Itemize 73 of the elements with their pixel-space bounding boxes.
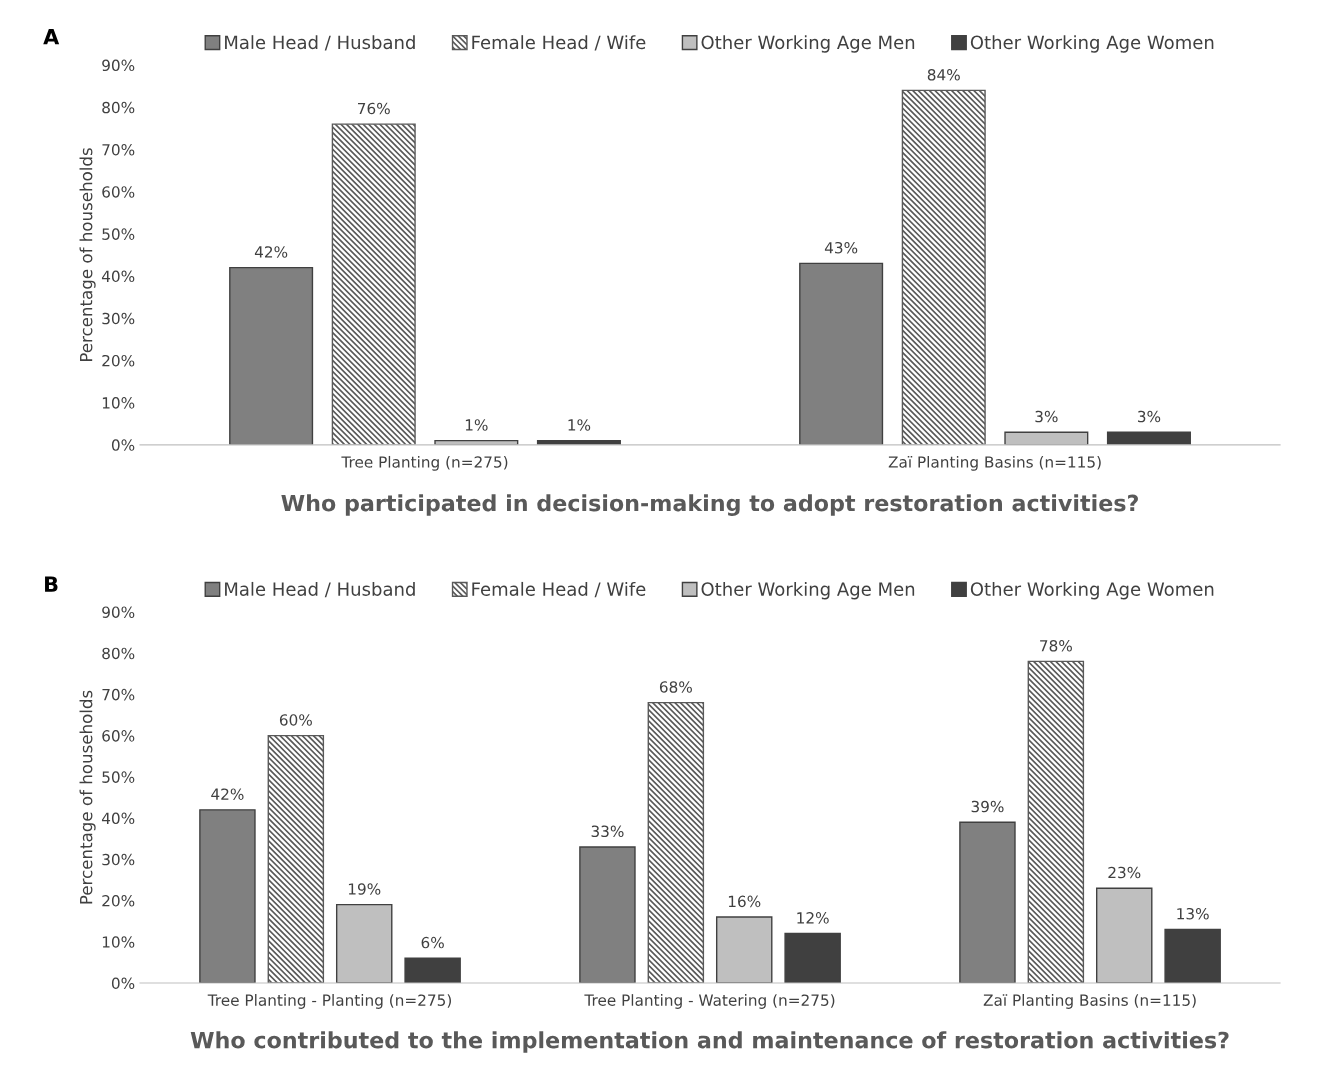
y-tick-label: 70% [102, 688, 135, 701]
bar [1164, 928, 1221, 984]
data-label: 33% [591, 825, 624, 838]
bar [404, 957, 461, 984]
data-label: 43% [824, 241, 858, 254]
data-label: 13% [1177, 907, 1209, 920]
x-tick-label: Tree Planting - Watering (n=275) [584, 994, 835, 1009]
data-label: 42% [254, 246, 288, 258]
text: Who contributed to the implementation and maintenance of restoration activities? [190, 1031, 1229, 1053]
y-tick-label: 80% [102, 101, 135, 114]
x-tick-label: Tree Planting - Planting (n=275) [207, 994, 451, 1009]
y-tick-label: 80% [102, 647, 135, 660]
legend-label: Other Working Age Men [701, 35, 915, 53]
data-label: 3% [1035, 410, 1058, 423]
y-tick-label: 20% [102, 895, 135, 907]
data-label: 39% [971, 800, 1004, 813]
bar [799, 262, 884, 445]
data-label: 60% [279, 714, 312, 726]
bar [901, 89, 986, 445]
legend-label: Male Head / Husband [225, 35, 415, 51]
y-tick-label: 60% [102, 730, 135, 742]
bar [959, 821, 1016, 984]
legend-label: Female Head / Wife [472, 581, 646, 598]
y-tick-label: 10% [102, 397, 135, 409]
y-tick-label: 30% [102, 312, 135, 325]
data-label: 1% [465, 419, 488, 431]
bar [199, 809, 256, 984]
text: B [45, 576, 58, 592]
y-tick-label: 40% [101, 812, 135, 825]
y-tick-label: 40% [101, 270, 135, 283]
data-label: 3% [1137, 410, 1161, 423]
x-tick-label: Zaï Planting Basins (n=115) [983, 994, 1196, 1009]
data-label: 12% [797, 912, 829, 924]
bar [331, 123, 416, 445]
y-tick-label: 10% [102, 936, 135, 948]
x-tick-label: Tree Planting (n=275) [341, 455, 508, 471]
y-tick-label: 50% [102, 228, 135, 240]
bar [267, 734, 325, 984]
data-label: 76% [358, 102, 390, 115]
data-label: 19% [348, 883, 381, 895]
legend-label: Male Head / Husband [225, 581, 415, 598]
data-label: 84% [927, 68, 960, 81]
legend-label: Other Working Age Men [701, 581, 915, 600]
bar [1106, 431, 1191, 445]
y-tick-label: 70% [102, 143, 135, 156]
legend-label: Other Working Age Women [970, 581, 1214, 600]
legend-label: Other Working Age Women [970, 35, 1214, 53]
y-tick-label: 30% [102, 853, 135, 866]
data-label: 42% [211, 788, 244, 800]
y-tick-label: 60% [102, 186, 135, 198]
bar [647, 701, 705, 984]
data-label: 1% [568, 419, 591, 431]
data-label: 78% [1040, 639, 1072, 652]
x-tick-label: Zaï Planting Basins (n=115) [888, 455, 1101, 471]
legend-label: Female Head / Wife [472, 35, 646, 51]
bar [1027, 660, 1085, 984]
bar [579, 846, 636, 984]
y-tick-label: 0% [111, 977, 135, 990]
y-axis-title: Percentage of households [79, 148, 96, 361]
y-tick-label: 20% [102, 354, 135, 367]
y-tick-label: 50% [102, 771, 135, 783]
data-label: 23% [1108, 866, 1141, 879]
data-label: 68% [659, 681, 692, 693]
data-label: 6% [421, 936, 444, 949]
y-tick-label: 0% [111, 439, 135, 451]
y-tick-label: 90% [102, 606, 135, 618]
y-axis-title: Percentage of households [79, 690, 96, 904]
text: A [43, 29, 60, 45]
bar [229, 266, 314, 445]
text: Who participated in decision-making to adopt restoration activities? [281, 494, 1138, 516]
y-tick-label: 90% [102, 59, 135, 72]
bar [784, 932, 841, 984]
data-label: 16% [728, 895, 761, 908]
